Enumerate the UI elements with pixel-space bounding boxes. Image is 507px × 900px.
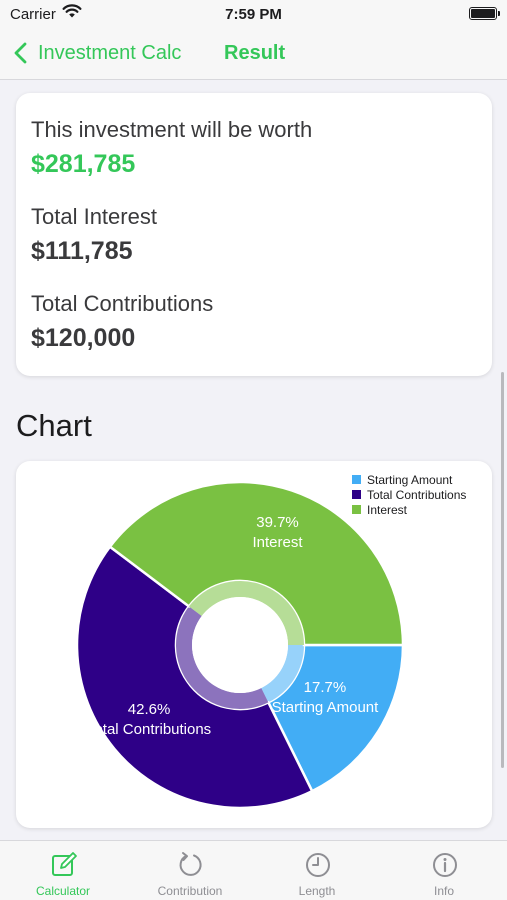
tab-info[interactable]: Info — [381, 841, 507, 900]
pie-name-label-interest: Interest — [253, 534, 304, 551]
tab-bar: Calculator Contribution Length Info — [0, 840, 507, 900]
back-button[interactable]: Investment Calc — [10, 38, 181, 68]
tab-calculator-label: Calculator — [35, 884, 91, 898]
refresh-icon — [179, 852, 202, 876]
legend-swatch — [352, 505, 361, 514]
pie-inner-ring-total-contributions — [176, 606, 269, 709]
tab-contribution[interactable]: Contribution — [127, 841, 253, 900]
chevron-left-icon — [14, 42, 27, 64]
tab-info-label: Info — [433, 884, 454, 898]
tab-length-label: Length — [298, 884, 336, 898]
chart-section-title: Chart — [16, 408, 92, 443]
legend-label: Starting Amount — [367, 473, 453, 487]
total-contributions-value: $120,000 — [31, 324, 136, 352]
pie-percent-label-total-contributions: 42.6% — [128, 701, 171, 718]
navigation-bar: Investment Calc Result — [0, 30, 507, 80]
tab-contribution-label: Contribution — [157, 884, 223, 898]
total-interest-label: Total Interest — [31, 204, 157, 229]
pie-percent-label-interest: 39.7% — [256, 514, 299, 531]
worth-label: This investment will be worth — [31, 117, 313, 142]
pie-name-label-total-contributions: Total Contributions — [87, 721, 211, 738]
pie-percent-label-starting-amount: 17.7% — [304, 679, 347, 696]
legend-label: Total Contributions — [367, 488, 466, 502]
info-icon — [433, 853, 457, 877]
tab-calculator[interactable]: Calculator — [0, 841, 126, 900]
carrier-label: Carrier — [10, 6, 56, 23]
tab-length[interactable]: Length — [254, 841, 380, 900]
pie-inner-ring-starting-amount — [261, 645, 304, 703]
legend-label: Interest — [367, 503, 408, 517]
scroll-indicator[interactable] — [501, 372, 504, 768]
legend-swatch — [352, 475, 361, 484]
pie-inner-ring-interest — [188, 581, 304, 645]
chart-card: 17.7% Starting Amount 42.6% Total Contribut… — [16, 461, 492, 828]
battery-icon — [469, 7, 500, 20]
clock-icon — [306, 853, 330, 877]
result-summary-card: This investment will be worth $281,785 T… — [16, 93, 492, 376]
pie-name-label-starting-amount: Starting Amount — [272, 699, 380, 716]
back-button-label: Investment Calc — [38, 41, 182, 64]
pie-chart: 17.7% Starting Amount 42.6% Total Contribut… — [75, 473, 466, 810]
total-interest-value: $111,785 — [31, 237, 133, 265]
wifi-icon — [62, 4, 82, 18]
status-bar: Carrier 7:59 PM — [0, 0, 507, 30]
legend-swatch — [352, 490, 361, 499]
total-contributions-label: Total Contributions — [31, 291, 214, 316]
clock-time: 7:59 PM — [225, 6, 282, 23]
worth-value: $281,785 — [31, 150, 136, 178]
page-title: Result — [224, 42, 286, 64]
pie-center-hole — [192, 597, 288, 693]
calculator-icon — [52, 852, 77, 876]
